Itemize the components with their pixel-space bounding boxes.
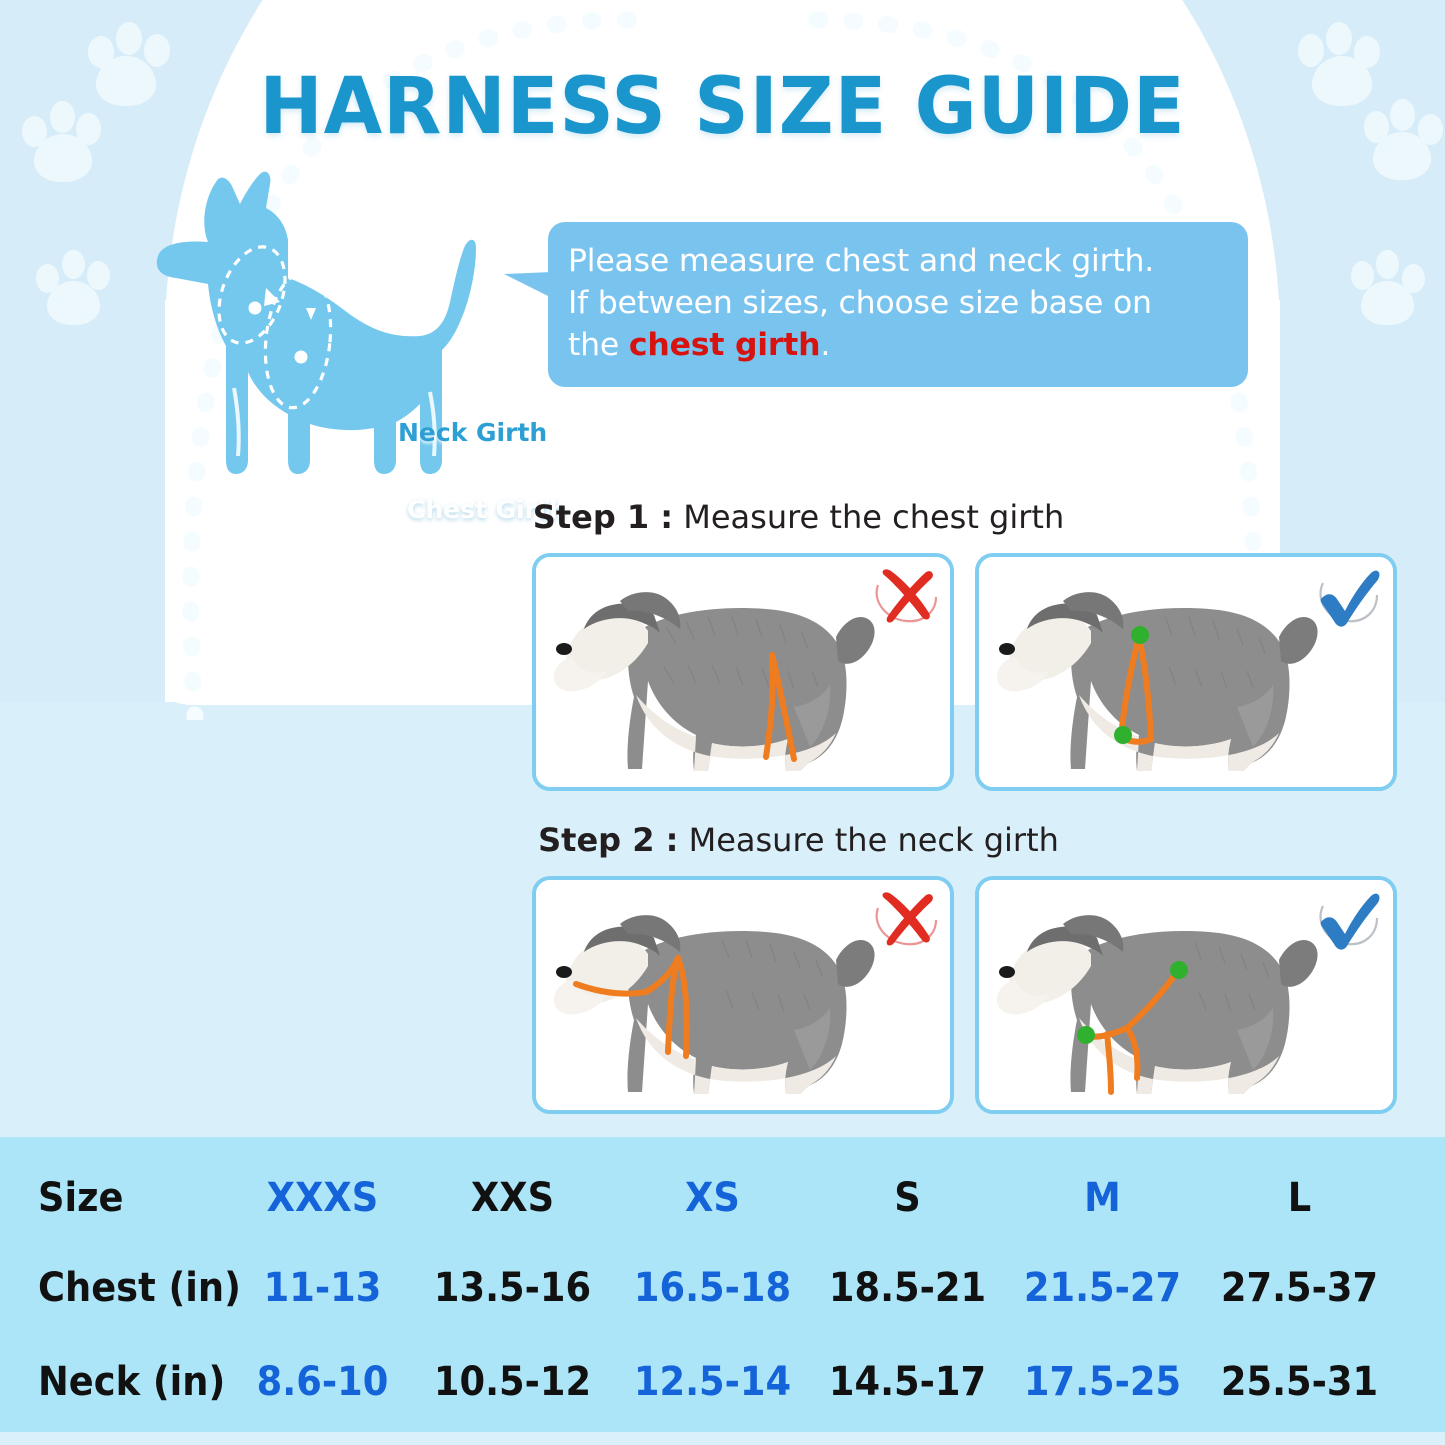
dog-silhouette-diagram: Neck Girth Chest Girth — [120, 160, 570, 524]
step-2-wrong-photo-panel — [532, 876, 954, 1114]
table-row-label-neck: Neck (in) — [38, 1359, 226, 1405]
size-header-xs: XS — [685, 1175, 740, 1221]
chest-value-m: 21.5-27 — [1023, 1265, 1182, 1311]
step-2-correct-photo-panel — [975, 876, 1397, 1114]
neck-girth-label: Neck Girth — [398, 418, 548, 447]
step-1-heading: Step 1 : Measure the chest girth — [0, 498, 1445, 536]
instruction-line-3-suffix: . — [820, 327, 831, 363]
size-header-m: M — [1084, 1175, 1121, 1221]
cross-mark-icon — [875, 569, 938, 623]
size-header-l: L — [1287, 1175, 1312, 1221]
step-1-text: Measure the chest girth — [673, 498, 1065, 536]
size-table: Size XXXS XXS XS S M L Chest (in) 11-13 … — [0, 1137, 1445, 1432]
step-1-label: Step 1 : — [532, 498, 674, 536]
check-mark-icon — [1319, 893, 1380, 950]
measure-marker-dot — [1170, 961, 1188, 979]
dog-photo-chest-wrong — [536, 557, 950, 787]
measure-marker-dot — [1077, 1026, 1095, 1044]
instruction-speech-bubble — [548, 222, 1248, 387]
measure-marker-dot — [1114, 726, 1132, 744]
chest-value-xxs: 13.5-16 — [433, 1265, 592, 1311]
neck-value-l: 25.5-31 — [1220, 1359, 1379, 1405]
size-header-s: S — [894, 1175, 921, 1221]
neck-value-m: 17.5-25 — [1023, 1359, 1182, 1405]
check-mark-icon — [1319, 570, 1380, 627]
neck-value-xxxs: 8.6-10 — [256, 1359, 389, 1405]
cross-mark-icon — [875, 892, 938, 946]
step-1-correct-photo-panel — [975, 553, 1397, 791]
chest-value-l: 27.5-37 — [1220, 1265, 1379, 1311]
background-band-table — [0, 1137, 1445, 1432]
size-header-xxxs: XXXS — [266, 1175, 379, 1221]
instruction-line-2: If between sizes, choose size base on — [568, 285, 1152, 321]
measure-marker-dot — [1131, 626, 1149, 644]
chest-value-s: 18.5-21 — [828, 1265, 987, 1311]
paw-print-icon — [30, 248, 116, 332]
chest-girth-highlight: chest girth — [628, 327, 821, 363]
chest-value-xs: 16.5-18 — [633, 1265, 792, 1311]
paw-print-icon — [78, 18, 178, 114]
background-band-bottom — [0, 1432, 1445, 1445]
dog-photo-neck-wrong — [536, 880, 950, 1110]
chest-girth-label: Chest Girth — [407, 495, 567, 524]
instruction-line-3-prefix: the — [568, 327, 629, 363]
size-header-xxs: XXS — [470, 1175, 555, 1221]
paw-print-icon — [1345, 248, 1431, 332]
step-2-heading: Step 2 : Measure the neck girth — [0, 821, 1445, 859]
paw-print-icon — [14, 98, 110, 190]
step-2-text: Measure the neck girth — [678, 821, 1059, 859]
chest-value-xxxs: 11-13 — [263, 1265, 382, 1311]
table-row-label-size: Size — [38, 1175, 124, 1221]
dog-silhouette-icon — [156, 171, 477, 474]
instruction-text: Please measure chest and neck girth. If … — [568, 240, 1240, 366]
neck-value-xs: 12.5-14 — [633, 1359, 792, 1405]
page-title: HARNESS SIZE GUIDE — [259, 62, 1186, 152]
instruction-line-1: Please measure chest and neck girth. — [568, 243, 1155, 279]
table-row-label-chest: Chest (in) — [38, 1265, 241, 1311]
neck-value-xxs: 10.5-12 — [433, 1359, 592, 1405]
speech-bubble-tail — [504, 272, 552, 298]
dog-photo-neck-correct — [979, 880, 1393, 1110]
step-2-label: Step 2 : — [538, 821, 679, 859]
step-1-wrong-photo-panel — [532, 553, 954, 791]
neck-value-s: 14.5-17 — [828, 1359, 987, 1405]
dog-photo-chest-correct — [979, 557, 1393, 787]
